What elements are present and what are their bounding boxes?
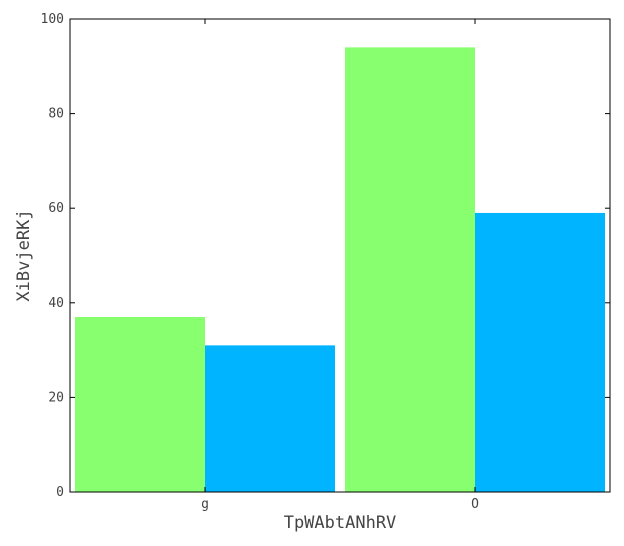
y-tick-label: 100 [41, 12, 64, 27]
x-axis-title: TpWAbtANhRV [284, 513, 397, 533]
y-tick-label: 20 [48, 390, 64, 405]
y-tick-label: 40 [48, 296, 64, 311]
bar-O-series-2 [475, 212, 605, 492]
y-axis: 0 20 40 60 80 100 [41, 12, 610, 500]
plot-frame [69, 18, 611, 493]
bar-g-series-1 [75, 316, 205, 492]
y-tick-label: 60 [48, 201, 64, 216]
bar-g-series-2 [205, 345, 335, 492]
x-tick-label: g [201, 497, 209, 512]
y-tick-label: 0 [56, 485, 64, 500]
y-axis-title: XiBvjeRKj [14, 209, 34, 301]
bars-group [75, 47, 605, 492]
x-tick-label: O [471, 497, 479, 512]
y-tick-label: 80 [48, 107, 64, 122]
bar-O-series-1 [345, 47, 475, 492]
